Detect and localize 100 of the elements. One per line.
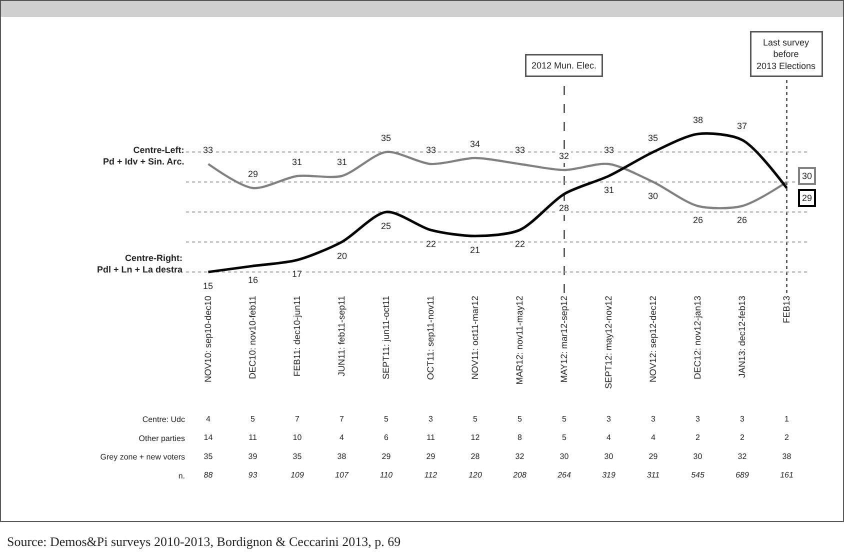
ref-line-label: Last survey before 2013 Elections	[756, 38, 816, 71]
data-label: 8	[518, 433, 523, 442]
data-label: 21	[470, 245, 480, 255]
data-label: 2	[740, 433, 746, 442]
data-label: 32	[559, 151, 570, 161]
data-label: 5	[562, 433, 568, 442]
text: Centre-Right: Pdl + Ln + La destra	[97, 253, 184, 275]
x-tick-label: SEPT11: jun11-oct11	[381, 296, 392, 380]
data-label: 28	[559, 203, 570, 213]
data-label: 29	[382, 452, 392, 461]
data-label: 93	[248, 470, 258, 480]
data-label: 1	[784, 414, 790, 424]
data-label: 38	[782, 452, 792, 461]
data-label: 33	[203, 145, 214, 155]
data-label: 109	[290, 470, 304, 480]
data-label: 5	[562, 414, 568, 424]
data-label: 16	[248, 275, 258, 285]
data-label: 545	[691, 470, 705, 480]
text: Centre-Left: Pd + Idv + Sin. Arc.	[103, 145, 184, 167]
data-label: 29	[248, 169, 258, 179]
data-label: 32	[738, 452, 748, 461]
data-label: 33	[604, 145, 614, 155]
data-label: 4	[340, 433, 345, 442]
data-label: 30	[693, 452, 703, 461]
data-label: 112	[424, 470, 438, 480]
data-label: 17	[292, 269, 302, 279]
x-tick-label: NOV10: sep10-dec10	[203, 296, 214, 382]
data-label: 110	[380, 470, 394, 480]
data-label: 5	[518, 414, 523, 424]
data-label: 25	[381, 221, 392, 231]
data-label: 29	[648, 452, 658, 461]
data-label: 38	[693, 115, 704, 125]
x-tick-label: FEB13	[782, 296, 792, 324]
data-label: 3	[651, 414, 656, 424]
source-note: Source: Demos&Pi surveys 2010-2013, Bordignon & Ceccarini 2013, p. 69	[7, 534, 401, 549]
ref-line-label: 2012 Mun. Elec.	[532, 60, 597, 70]
data-label: 5	[473, 414, 478, 424]
data-label: 34	[470, 139, 480, 149]
data-label: 5	[384, 414, 390, 424]
y-tick-label: Other parties	[138, 434, 185, 443]
data-label: 4	[206, 414, 212, 424]
data-label: 30	[604, 452, 614, 461]
data-label: 10	[292, 433, 302, 442]
data-label: 22	[515, 239, 526, 249]
data-label: 319	[602, 470, 616, 480]
data-label: 28	[470, 452, 480, 461]
data-label: 11	[426, 433, 436, 442]
data-label: 3	[696, 414, 701, 424]
x-tick-label: NOV12: sep12-dec12	[648, 296, 658, 382]
data-label: 35	[292, 452, 302, 461]
data-label: 4	[651, 433, 656, 442]
data-label: 12	[470, 433, 480, 442]
data-label: 31	[337, 157, 348, 167]
data-label: 39	[248, 452, 258, 461]
data-label: 15	[203, 281, 214, 291]
y-tick-label: n.	[178, 471, 185, 480]
x-tick-label: MAR12: nov11-may12	[514, 296, 525, 385]
data-label: 689	[736, 470, 750, 480]
data-label: 107	[335, 470, 349, 480]
data-label: 29	[426, 452, 436, 461]
data-label: 6	[384, 433, 390, 442]
data-label: 208	[512, 470, 527, 480]
x-tick-label: NOV11: oct11-mar12	[470, 296, 480, 380]
data-label: 33	[426, 145, 436, 155]
x-tick-label: DEC10: nov10-feb11	[248, 296, 258, 380]
x-tick-label: OCT11: sep11-nov11	[426, 296, 436, 380]
x-tick-label: JAN13: dec12-feb13	[737, 296, 748, 378]
data-label: 3	[606, 414, 612, 424]
data-label: 37	[737, 121, 748, 131]
data-label: 20	[337, 251, 348, 261]
data-label: 2	[784, 433, 790, 442]
data-label: 7	[295, 414, 300, 424]
x-tick-label: MAY12: mar12-sep12	[559, 296, 570, 383]
x-tick-label: FEB11: dec10-jun11	[292, 296, 302, 377]
data-label: 32	[515, 452, 525, 461]
y-tick-label: Grey zone + new voters	[100, 452, 185, 462]
data-label: 88	[204, 470, 214, 480]
data-label: 311	[646, 470, 660, 480]
data-label: 5	[250, 414, 256, 424]
data-label: 35	[648, 133, 658, 143]
data-label: 30	[802, 171, 812, 181]
data-label: 14	[204, 433, 214, 442]
data-label: 35	[204, 452, 214, 461]
data-label: 2	[696, 433, 701, 442]
data-label: 264	[556, 470, 572, 480]
data-label: 161	[780, 470, 794, 480]
data-label: 30	[648, 191, 658, 201]
data-label: 26	[693, 215, 704, 225]
data-label: 30	[560, 452, 570, 461]
data-label: 35	[381, 133, 392, 143]
x-tick-label: SEPT12: may12-nov12	[604, 296, 614, 389]
data-label: 22	[426, 239, 436, 249]
data-label: 31	[604, 185, 614, 195]
data-label: 3	[428, 414, 434, 424]
data-label: 33	[515, 145, 526, 155]
data-label: 11	[248, 433, 258, 442]
data-label: 4	[606, 433, 612, 442]
data-label: 3	[740, 414, 746, 424]
data-label: 26	[737, 215, 748, 225]
data-label: 38	[337, 452, 347, 461]
